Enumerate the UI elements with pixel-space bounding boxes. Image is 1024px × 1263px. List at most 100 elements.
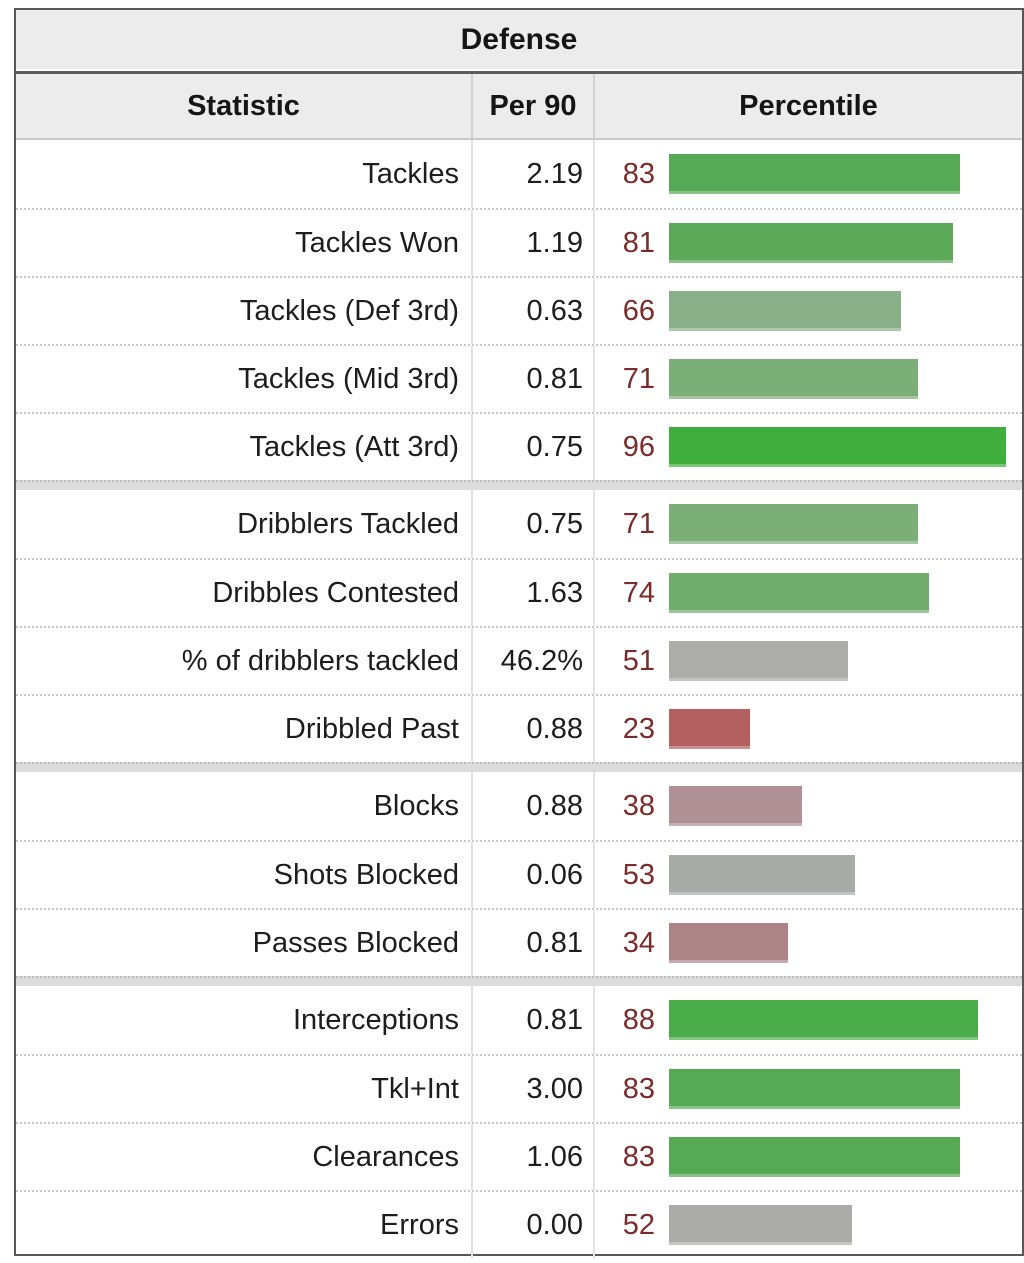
table-title: Defense	[16, 10, 1022, 71]
stat-label: Tackles	[362, 157, 459, 190]
percentile-bar-track	[669, 786, 1020, 826]
percentile-bar-track	[669, 573, 1020, 613]
table-row: Tackles (Mid 3rd) 0.81 71	[16, 344, 1022, 412]
percentile-bar-track	[669, 291, 1020, 331]
table-row: Passes Blocked 0.81 34	[16, 908, 1022, 976]
percentile-bar-track	[669, 504, 1020, 544]
stat-label: Passes Blocked	[252, 926, 459, 959]
percentile-bar-track	[669, 223, 1020, 263]
percentile-bar-track	[669, 1137, 1020, 1177]
table-row: % of dribblers tackled 46.2% 51	[16, 626, 1022, 694]
stat-label: Interceptions	[292, 1003, 459, 1036]
per90-value: 0.88	[526, 789, 583, 822]
per90-value: 0.81	[526, 1003, 583, 1036]
column-header-statistic: Statistic	[16, 74, 473, 138]
percentile-value: 52	[622, 1208, 655, 1241]
percentile-bar	[669, 154, 961, 194]
percentile-bar-track	[669, 923, 1020, 963]
per90-value: 1.63	[526, 576, 583, 609]
table-row: Dribbled Past 0.88 23	[16, 694, 1022, 762]
stat-label: Blocks	[373, 789, 459, 822]
column-header-per90: Per 90	[473, 74, 595, 138]
table-row: Clearances 1.06 83	[16, 1122, 1022, 1190]
percentile-value: 71	[622, 362, 655, 395]
percentile-value: 51	[622, 644, 655, 677]
title-divider	[16, 71, 1022, 74]
per90-value: 0.81	[526, 362, 583, 395]
table-header-row: Statistic Per 90 Percentile	[16, 74, 1022, 140]
percentile-bar	[669, 786, 803, 826]
percentile-bar	[669, 427, 1006, 467]
stat-label: Tackles (Mid 3rd)	[238, 362, 459, 395]
table-row: Tackles Won 1.19 81	[16, 208, 1022, 276]
percentile-value: 81	[622, 226, 655, 259]
percentile-bar	[669, 1137, 961, 1177]
per90-value: 0.63	[526, 294, 583, 327]
per90-value: 0.81	[526, 926, 583, 959]
stat-label: Shots Blocked	[273, 858, 459, 891]
table-row: Dribbles Contested 1.63 74	[16, 558, 1022, 626]
percentile-bar-track	[669, 1069, 1020, 1109]
percentile-bar	[669, 641, 848, 681]
percentile-value: 83	[622, 1072, 655, 1105]
percentile-bar	[669, 223, 954, 263]
per90-value: 0.75	[526, 430, 583, 463]
table-row: Errors 0.00 52	[16, 1190, 1022, 1258]
per90-value: 1.06	[526, 1140, 583, 1173]
stat-label: Clearances	[312, 1140, 459, 1173]
table-row: Tackles (Def 3rd) 0.63 66	[16, 276, 1022, 344]
table-row: Shots Blocked 0.06 53	[16, 840, 1022, 908]
percentile-bar-track	[669, 641, 1020, 681]
stat-label: Errors	[380, 1208, 459, 1241]
percentile-bar-track	[669, 359, 1020, 399]
percentile-value: 88	[622, 1003, 655, 1036]
stat-label: Dribbles Contested	[212, 576, 459, 609]
column-header-percentile: Percentile	[739, 89, 878, 122]
percentile-bar	[669, 504, 919, 544]
percentile-bar-track	[669, 1000, 1020, 1040]
table-row: Interceptions 0.81 88	[16, 986, 1022, 1054]
percentile-value: 34	[622, 926, 655, 959]
percentile-value: 96	[622, 430, 655, 463]
per90-value: 2.19	[526, 157, 583, 190]
stat-label: Dribbled Past	[284, 712, 459, 745]
percentile-bar	[669, 359, 919, 399]
percentile-bar	[669, 855, 856, 895]
percentile-bar-track	[669, 154, 1020, 194]
table-row: Dribblers Tackled 0.75 71	[16, 490, 1022, 558]
table-row: Blocks 0.88 38	[16, 772, 1022, 840]
stat-label: Tackles (Def 3rd)	[239, 294, 459, 327]
percentile-value: 83	[622, 157, 655, 190]
stat-label: Tackles Won	[295, 226, 459, 259]
percentile-bar	[669, 709, 750, 749]
percentile-bar	[669, 291, 901, 331]
percentile-bar-track	[669, 855, 1020, 895]
group-separator	[16, 976, 1022, 986]
percentile-bar	[669, 1205, 852, 1245]
per90-value: 0.75	[526, 507, 583, 540]
percentile-bar	[669, 573, 929, 613]
table-row: Tackles 2.19 83	[16, 140, 1022, 208]
per90-value: 46.2%	[500, 644, 583, 677]
table-row: Tkl+Int 3.00 83	[16, 1054, 1022, 1122]
stat-label: Dribblers Tackled	[237, 507, 459, 540]
table-body: Tackles 2.19 83 Tackles Won 1.19 81 Tack…	[16, 140, 1022, 1258]
percentile-value: 23	[622, 712, 655, 745]
group-separator	[16, 480, 1022, 490]
percentile-bar-track	[669, 427, 1020, 467]
per90-value: 0.06	[526, 858, 583, 891]
per90-value: 3.00	[526, 1072, 583, 1105]
per90-value: 1.19	[526, 226, 583, 259]
percentile-value: 53	[622, 858, 655, 891]
percentile-bar	[669, 923, 789, 963]
group-separator	[16, 762, 1022, 772]
table-row: Tackles (Att 3rd) 0.75 96	[16, 412, 1022, 480]
percentile-value: 83	[622, 1140, 655, 1173]
percentile-value: 38	[622, 789, 655, 822]
percentile-value: 71	[622, 507, 655, 540]
percentile-bar-track	[669, 1205, 1020, 1245]
percentile-value: 66	[622, 294, 655, 327]
per90-value: 0.88	[526, 712, 583, 745]
percentile-bar	[669, 1069, 961, 1109]
